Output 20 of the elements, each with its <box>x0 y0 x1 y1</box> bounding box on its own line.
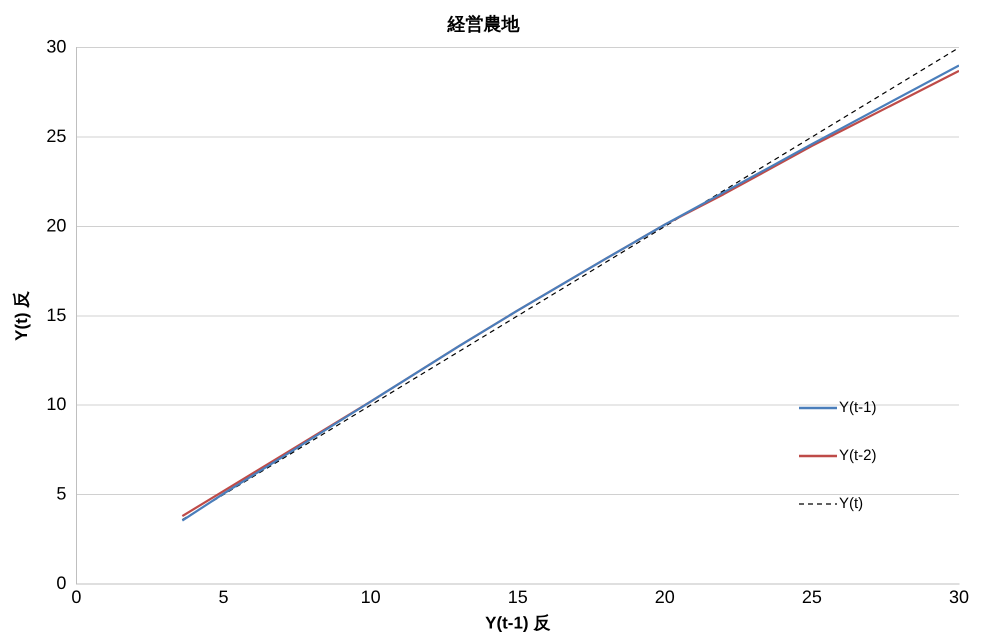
x-tick-label: 25 <box>802 586 822 607</box>
x-tick-label: 10 <box>360 586 381 607</box>
legend-label: Y(t-2) <box>839 447 877 464</box>
y-axis-title: Y(t) 反 <box>12 290 31 341</box>
y-tick-label: 30 <box>46 36 66 57</box>
x-tick-label: 30 <box>948 586 970 607</box>
y-tick-label: 5 <box>56 484 66 504</box>
chart-title: 経営農地 <box>446 14 520 34</box>
x-axis-title: Y(t-1) 反 <box>485 613 550 632</box>
legend-label: Y(t-1) <box>839 399 877 416</box>
y-tick-label: 10 <box>46 394 66 414</box>
x-tick-label: 15 <box>508 586 528 607</box>
y-tick-label: 15 <box>46 304 66 325</box>
x-tick-label: 20 <box>654 586 675 607</box>
y-tick-label: 20 <box>46 215 66 236</box>
y-tick-label: 0 <box>56 572 66 593</box>
legend-label: Y(t) <box>839 495 864 512</box>
x-tick-label: 0 <box>71 586 82 607</box>
x-tick-label: 5 <box>218 586 229 607</box>
y-tick-label: 25 <box>46 126 66 146</box>
